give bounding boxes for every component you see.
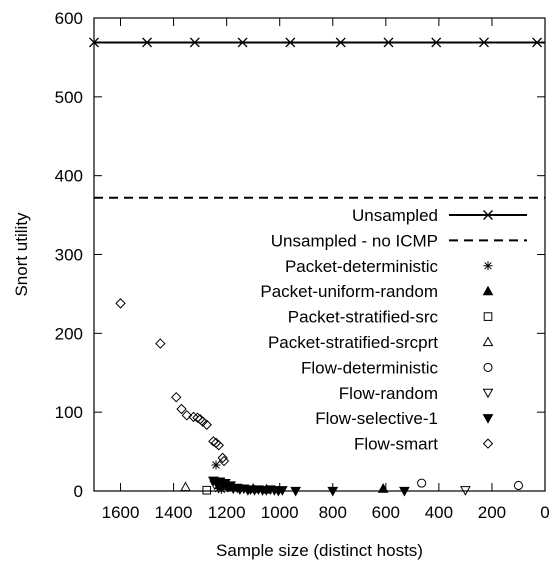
legend-marker-packet-deterministic [483, 261, 493, 271]
unsampled-point [285, 37, 296, 48]
flow-deterministic-point [417, 478, 427, 488]
y-axis-title: Snort utility [12, 212, 31, 297]
axis-ticks: 1600 1400 1200 1000 800 600 400 200 0 0 100 200 300 4… [55, 9, 550, 522]
series-lines [94, 41, 545, 199]
x-tick-label: 200 [478, 503, 506, 522]
legend-marker-packet-stratified-srcprt [482, 336, 494, 347]
x-tick-label: 600 [372, 503, 400, 522]
flow-smart-point [176, 403, 187, 415]
unsampled-point [189, 37, 200, 48]
packet-stratified-srcprt-point [180, 481, 191, 492]
legend-marker-packet-stratified-src [483, 312, 493, 321]
y-tick-label: 0 [74, 482, 83, 501]
x-axis-title: Sample size (distinct hosts) [216, 541, 423, 560]
legend-marker-flow-random [482, 388, 494, 399]
legend-marker-unsampled [483, 210, 493, 220]
y-tick-label: 500 [55, 88, 83, 107]
legend-label-packet-uniform-random: Packet-uniform-random [260, 282, 438, 301]
legend-marker-flow-deterministic [483, 362, 493, 372]
legend-label-packet-stratified-srcprt: Packet-stratified-srcprt [268, 333, 438, 352]
y-tick-label: 400 [55, 167, 83, 186]
flow-selective-1-point [277, 486, 288, 496]
legend: Unsampled Unsampled - no ICMP Packet-deter… [260, 206, 527, 454]
legend-label-flow-deterministic: Flow-deterministic [301, 358, 438, 377]
flow-smart-point [201, 419, 212, 430]
legend-label-unsampled-no-icmp: Unsampled - no ICMP [271, 231, 438, 250]
flow-smart-point [197, 416, 208, 427]
flow-smart-point [188, 411, 199, 423]
legend-label-flow-smart: Flow-smart [354, 435, 438, 454]
packet-stratified-src-point [202, 485, 212, 495]
unsampled-point [383, 37, 394, 48]
unsampled-point [532, 37, 543, 48]
y-tick-label: 600 [55, 9, 83, 28]
flow-selective-1-point [290, 486, 301, 497]
unsampled-point [478, 37, 489, 48]
x-tick-label: 1000 [261, 503, 299, 522]
x-tick-label: 1400 [155, 503, 193, 522]
legend-label-packet-stratified-src: Packet-stratified-src [288, 308, 439, 327]
legend-label-packet-deterministic: Packet-deterministic [285, 257, 439, 276]
flow-random-point [460, 486, 471, 496]
flow-selective-1-point [327, 486, 339, 497]
legend-marker-flow-selective-1 [482, 414, 494, 424]
x-tick-label: 400 [425, 503, 453, 522]
unsampled-point [142, 37, 153, 48]
flow-smart-point [213, 440, 224, 451]
unsampled-point [335, 37, 346, 48]
flow-smart-point [171, 391, 182, 403]
flow-smart-point [208, 436, 219, 447]
x-tick-label: 1200 [208, 503, 246, 522]
packet-uniform-random-point [377, 483, 389, 493]
flow-deterministic-point [513, 480, 524, 491]
flow-smart-point [217, 452, 228, 464]
x-tick-label: 0 [540, 503, 549, 522]
flow-smart-point [115, 298, 126, 309]
legend-label-flow-random: Flow-random [339, 384, 438, 403]
flow-smart-point [192, 412, 203, 423]
flow-selective-1-point [399, 486, 410, 497]
flow-smart-point [155, 338, 166, 349]
x-tick-label: 800 [319, 503, 347, 522]
packet-deterministic-point [216, 484, 226, 494]
flow-smart-point [181, 410, 193, 421]
flow-smart-point [222, 481, 234, 493]
x-tick-label: 1600 [102, 503, 140, 522]
packet-deterministic-point [214, 484, 224, 494]
unsampled-point [89, 37, 99, 48]
series-markers [89, 37, 543, 497]
unsampled-point [431, 37, 442, 48]
packet-deterministic-point [211, 460, 221, 470]
legend-marker-flow-smart [482, 438, 494, 449]
legend-marker-packet-uniform-random [482, 285, 494, 296]
unsampled-point [237, 37, 248, 48]
y-tick-label: 200 [55, 324, 83, 343]
legend-label-unsampled: Unsampled [352, 206, 438, 225]
y-tick-label: 100 [55, 403, 83, 422]
flow-smart-point [218, 455, 230, 467]
y-tick-label: 300 [55, 246, 83, 265]
legend-label-flow-selective-1: Flow-selective-1 [315, 409, 438, 428]
